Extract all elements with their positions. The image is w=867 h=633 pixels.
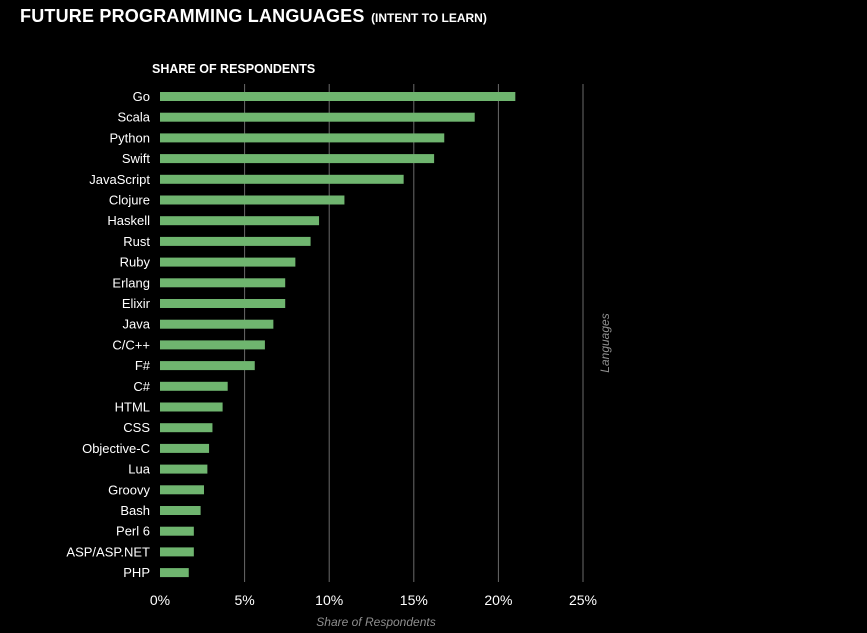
bar [160,278,286,288]
category-label: Perl 6 [116,524,150,539]
x-tick-label: 5% [234,592,254,608]
category-label-layer: Go Scala Python Swift JavaScript Clojure Haske… [66,89,150,580]
bar [160,216,320,226]
bar [160,568,189,578]
category-label: Scala [117,110,150,125]
category-label: CSS [123,420,150,435]
x-axis-title: Share of Respondents [316,615,435,629]
category-label: Clojure [109,193,150,208]
chart-title: FUTURE PROGRAMMING LANGUAGES [20,6,365,26]
category-label: F# [135,358,151,373]
bar [160,174,404,184]
section-label: SHARE OF RESPONDENTS [152,62,316,76]
category-label: Swift [122,151,151,166]
x-tick-label: 15% [400,592,428,608]
bar [160,154,435,164]
bar [160,133,445,143]
bar [160,361,255,371]
bar [160,195,345,205]
category-label: Elixir [122,296,151,311]
bar [160,236,311,246]
category-label: C/C++ [112,337,150,352]
tick-label-layer: 0% 5% 10% 15% 20% 25% [150,592,597,608]
category-label: Rust [123,234,150,249]
title-row: FUTURE PROGRAMMING LANGUAGES (INTENT TO … [20,6,487,27]
category-label: Objective-C [82,441,150,456]
category-label: Python [110,130,150,145]
category-label: Java [123,317,151,332]
bar [160,506,201,515]
bar [160,257,296,267]
category-label: PHP [123,565,150,580]
bar [160,92,516,101]
bar [160,299,286,308]
category-label: JavaScript [89,172,150,187]
category-label: C# [133,379,150,394]
bar [160,464,208,474]
bar [160,112,475,122]
bar-layer [160,92,516,578]
category-label: Groovy [108,482,150,497]
x-tick-label: 0% [150,592,170,608]
chart-subtitle: (INTENT TO LEARN) [371,11,487,25]
bar [160,547,194,557]
grid-layer [244,84,584,582]
bar [160,485,204,495]
x-tick-label: 25% [569,592,597,608]
category-label: Lua [128,462,150,477]
bar [160,526,194,536]
category-label: Haskell [107,213,150,228]
category-label: Ruby [120,255,151,270]
y-axis-title: Languages [598,313,612,372]
category-label: ASP/ASP.NET [66,544,150,559]
bar [160,443,210,453]
x-tick-label: 20% [484,592,512,608]
category-label: Erlang [112,275,150,290]
bar [160,340,265,350]
category-label: HTML [115,400,150,415]
x-tick-label: 10% [315,592,343,608]
bar [160,381,228,391]
category-label: Go [133,89,150,104]
category-label: Bash [120,503,150,518]
bar [160,423,213,433]
bar [160,402,223,412]
bar [160,319,274,329]
